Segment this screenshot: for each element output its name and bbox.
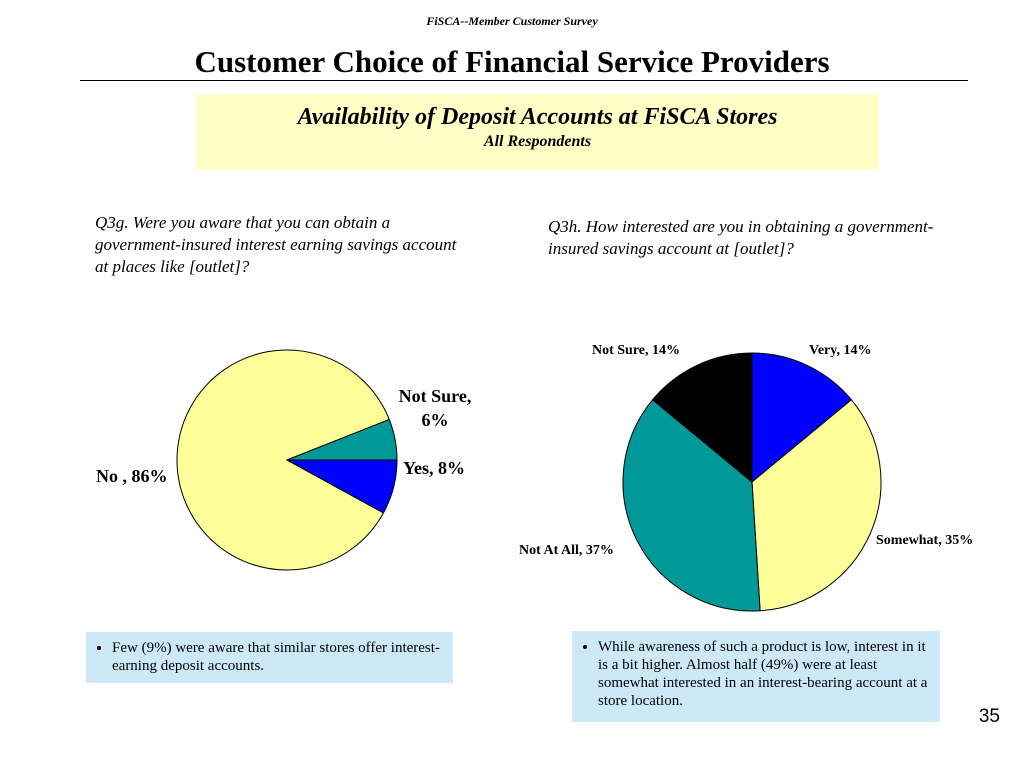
- title-divider: [80, 80, 968, 81]
- pie1-label-no: No , 86%: [96, 466, 168, 486]
- pie2-label-not-at-all: Not At All, 37%: [519, 543, 614, 558]
- pie2-label-very: Very, 14%: [809, 343, 872, 358]
- interest-pie-chart: [622, 352, 882, 612]
- pie2-slice-3: [651, 352, 753, 484]
- pie2-slice-0: [751, 352, 853, 484]
- pie2-slice-1: [751, 399, 882, 612]
- pie2-label-somewhat: Somewhat, 35%: [876, 533, 974, 548]
- question-q3g: Q3g. Were you aware that you can obtain …: [95, 213, 457, 276]
- page-title: Customer Choice of Financial Service Pro…: [194, 44, 830, 79]
- chart-subtitle-respondents: All Respondents: [483, 133, 592, 150]
- chart-subtitle-box: Availability of Deposit Accounts at FiSC…: [196, 94, 879, 170]
- question-q3h: Q3h. How interested are you in obtaining…: [548, 217, 934, 258]
- survey-header: FiSCA--Member Customer Survey: [426, 14, 598, 28]
- finding-note-interest: While awareness of such a product is low…: [572, 631, 940, 722]
- pie1-slice-2: [286, 418, 398, 461]
- pie2-slice-2: [622, 399, 761, 612]
- chart-subtitle: Availability of Deposit Accounts at FiSC…: [297, 104, 778, 130]
- page-number: 35: [978, 706, 1000, 727]
- pie1-label-not-sure: Not Sure, 6%: [398, 386, 472, 430]
- pie1-label-yes: Yes, 8%: [403, 458, 465, 478]
- finding-bullet: Few (9%) were aware that similar stores …: [112, 639, 445, 675]
- finding-note-awareness: Few (9%) were aware that similar stores …: [86, 632, 453, 683]
- awareness-pie-chart: [176, 349, 398, 571]
- finding-bullet: While awareness of such a product is low…: [598, 638, 932, 710]
- pie2-label-not-sure: Not Sure, 14%: [592, 343, 681, 358]
- pie1-slice-1: [176, 349, 390, 571]
